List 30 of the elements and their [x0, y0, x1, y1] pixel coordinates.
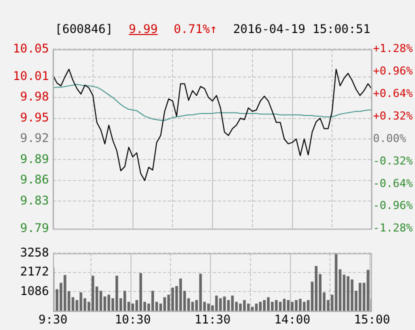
text: 9.99: [128, 22, 158, 36]
x-tick-label: 9:30: [38, 312, 68, 326]
y-tick-label: 9.86: [20, 172, 49, 187]
y2-tick-label: +0.64%: [373, 86, 414, 100]
y-tick-label: 9.79: [20, 220, 49, 235]
y-tick-label: 10.05: [12, 41, 49, 56]
y-tick-label: 9.95: [20, 110, 49, 124]
y2-tick-label: -0.96%: [373, 199, 414, 212]
y2-tick-label: -0.64%: [373, 176, 414, 190]
x-tick-label: 10:30: [114, 312, 151, 326]
y-tick-label: 2172: [20, 264, 49, 279]
y2-tick-label: +1.28%: [373, 42, 414, 56]
x-tick-label: 14:00: [274, 312, 310, 326]
y2-tick-label: -0.32%: [373, 154, 414, 168]
x-tick-label: 11:30: [194, 312, 231, 326]
text: 2016-04-19 15:00:51: [233, 22, 370, 36]
y-tick-label: 1086: [20, 284, 49, 298]
y-tick-label: 9.98: [20, 90, 49, 104]
y2-tick-label: +0.96%: [373, 64, 414, 78]
y-tick-label: 9.83: [20, 193, 49, 208]
y-tick-label: 3258: [20, 245, 49, 260]
y-tick-label: 9.89: [20, 152, 49, 166]
y2-tick-label: 0.00%: [373, 132, 406, 145]
y2-tick-label: -1.28%: [373, 222, 414, 235]
x-tick-label: 15:00: [354, 312, 390, 326]
text: 0.71%↑: [174, 22, 218, 36]
y-tick-label: 10.01: [12, 68, 49, 83]
y2-tick-label: +0.32%: [373, 109, 414, 122]
chart-title: [600846]: [55, 22, 113, 36]
y-tick-label: 9.92: [20, 131, 49, 146]
